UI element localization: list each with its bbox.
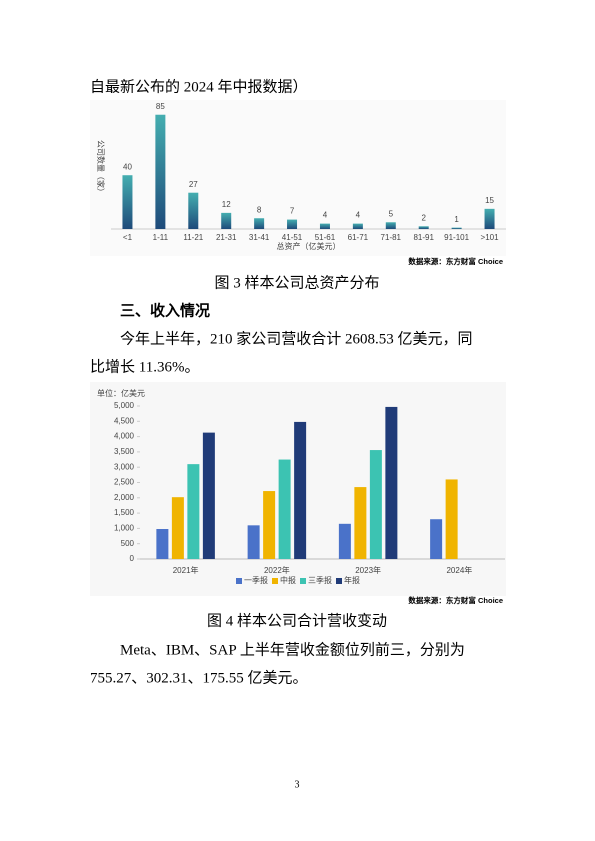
- bar: [254, 218, 265, 229]
- bar: [445, 479, 458, 559]
- y-tick-label: 2,000: [114, 493, 135, 502]
- x-tick-label: 61-71: [348, 233, 369, 242]
- bar: [156, 529, 169, 559]
- x-tick-label: 41-51: [282, 233, 303, 242]
- page-number: 3: [295, 779, 300, 790]
- legend-swatch: [300, 578, 306, 584]
- y-tick-label: 1,500: [114, 508, 135, 517]
- y-tick-label: 4,000: [114, 432, 135, 441]
- x-tick-label: 71-81: [381, 233, 402, 242]
- bar: [319, 223, 330, 229]
- x-tick-label: 81-91: [413, 233, 434, 242]
- y-tick-label: 4,500: [114, 416, 135, 425]
- y-tick-label: 2,500: [114, 478, 135, 487]
- bar: [171, 497, 184, 559]
- x-tick-label: 1-11: [153, 233, 169, 242]
- data-label: 27: [189, 180, 198, 189]
- x-tick-label: 91-101: [444, 233, 469, 242]
- paragraph-line: Meta、IBM、SAP 上半年营收金额位列前三，分别为: [120, 641, 465, 658]
- bar: [202, 432, 215, 559]
- paragraph-line: 755.27、302.31、175.55 亿美元。: [90, 669, 308, 686]
- x-tick-label: 2023年: [355, 565, 381, 575]
- bar: [451, 227, 462, 229]
- paragraph-line: 比增长 11.36%。: [90, 358, 199, 375]
- bar: [430, 519, 443, 559]
- bar: [484, 208, 495, 229]
- caption: 图 4 样本公司合计营收变动: [207, 612, 387, 629]
- y-tick-label: 0: [130, 554, 135, 563]
- legend-swatch: [236, 578, 242, 584]
- y-tick-label: 3,000: [114, 462, 135, 471]
- x-tick-label: 2024年: [446, 565, 472, 575]
- data-label: 12: [222, 200, 231, 209]
- bar: [354, 487, 367, 559]
- bar: [263, 491, 276, 559]
- x-tick-label: 2022年: [264, 565, 290, 575]
- data-label: 1: [454, 215, 459, 224]
- bar: [338, 523, 351, 559]
- bar: [385, 222, 396, 229]
- data-label: 40: [123, 162, 132, 171]
- bar: [352, 223, 363, 229]
- data-label: 8: [257, 205, 262, 214]
- section-heading: 三、收入情况: [120, 301, 210, 319]
- x-tick-label: 51-61: [315, 233, 336, 242]
- legend-swatch: [336, 578, 342, 584]
- bar: [187, 464, 200, 559]
- source: 数据来源：东方财富 Choice: [408, 595, 503, 605]
- legend-label: 年报: [344, 575, 360, 585]
- bar: [287, 219, 298, 229]
- y-tick-label: 5,000: [114, 401, 135, 410]
- y-axis-label: 公司数量（家）: [96, 140, 106, 196]
- data-label: 7: [290, 207, 295, 216]
- data-label: 4: [356, 211, 361, 220]
- x-tick-label: 11-21: [183, 233, 203, 242]
- data-label: 2: [421, 213, 426, 222]
- y-tick-label: 1,000: [114, 524, 135, 533]
- data-label: 5: [389, 209, 394, 218]
- bar: [247, 525, 260, 559]
- bar: [369, 450, 382, 559]
- caption: 图 3 样本公司总资产分布: [214, 274, 379, 291]
- legend-label: 三季报: [308, 575, 332, 585]
- bar: [278, 459, 291, 559]
- x-tick-label: 21-31: [216, 233, 237, 242]
- bar: [122, 175, 133, 229]
- paragraph-line: 今年上半年，210 家公司营收合计 2608.53 亿美元，同: [120, 330, 473, 347]
- x-tick-label: 2021年: [173, 565, 199, 575]
- bar: [155, 114, 166, 229]
- data-label: 85: [156, 102, 165, 111]
- legend-label: 一季报: [244, 575, 268, 585]
- bar: [188, 192, 199, 229]
- source: 数据来源：东方财富 Choice: [408, 256, 503, 266]
- y-tick-label: 500: [121, 539, 135, 548]
- text-line: 自最新公布的 2024 年中报数据）: [90, 78, 308, 95]
- bar: [294, 421, 307, 559]
- data-label: 15: [485, 196, 494, 205]
- x-tick-label: 31-41: [249, 233, 270, 242]
- x-tick-label: <1: [123, 233, 133, 242]
- data-label: 4: [323, 211, 328, 220]
- bar: [221, 212, 232, 229]
- legend-swatch: [272, 578, 278, 584]
- legend-label: 中报: [280, 575, 296, 585]
- bar: [385, 406, 398, 559]
- x-axis-label: 总资产（亿美元）: [277, 241, 341, 251]
- unit-label: 单位：亿美元: [97, 388, 145, 398]
- bar: [418, 226, 429, 229]
- y-tick-label: 3,500: [114, 447, 135, 456]
- x-tick-label: >101: [481, 233, 500, 242]
